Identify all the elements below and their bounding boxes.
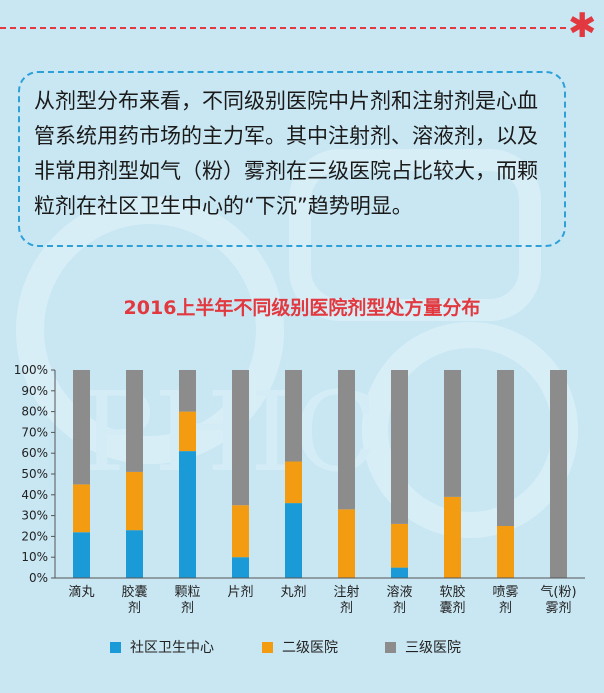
bar-segment — [232, 557, 249, 578]
y-tick-label: 10% — [21, 550, 48, 564]
legend-label-community: 社区卫生中心 — [130, 640, 214, 656]
bar-segment — [126, 471, 143, 531]
x-tick-label: 喷雾剂 — [492, 585, 518, 616]
x-tick-label-line: 注射 — [333, 584, 359, 600]
bar-segment — [338, 370, 355, 510]
x-tick-label-line: 滴丸 — [68, 584, 94, 600]
bar-segment — [126, 370, 143, 472]
x-tick-label: 气(粉)雾剂 — [540, 584, 576, 616]
y-tick-label: 90% — [21, 384, 48, 398]
x-tick-label: 胶囊剂 — [121, 584, 147, 616]
y-tick-label: 0% — [29, 571, 48, 585]
x-tick-label-line: 胶囊 — [121, 584, 147, 600]
legend-swatch-tertiary — [385, 641, 396, 653]
chart-legend: 社区卫生中心 二级医院 三级医院 — [0, 637, 604, 661]
bar-segment — [497, 526, 514, 578]
y-tick-label: 20% — [21, 529, 48, 543]
bar-segment — [497, 370, 514, 526]
bar-segment — [73, 484, 90, 533]
y-tick-label: 60% — [21, 446, 48, 460]
x-tick-label-line: 剂 — [499, 601, 512, 616]
x-tick-label: 软胶囊剂 — [439, 584, 465, 616]
bar-segment — [444, 370, 461, 497]
y-tick-label: 70% — [21, 425, 48, 439]
x-tick-label-line: 片剂 — [227, 585, 253, 600]
x-tick-label: 溶液剂 — [386, 585, 412, 616]
bar-segment — [285, 370, 302, 462]
y-tick-label: 50% — [21, 467, 48, 481]
x-tick-label-line: 剂 — [181, 601, 194, 616]
x-tick-label-line: 气(粉) — [540, 584, 576, 600]
summary-box: 从剂型分布来看，不同级别医院中片剂和注射剂是心血管系统用药市场的主力军。其中注射… — [18, 71, 566, 247]
top-dashed-divider — [0, 27, 566, 29]
x-tick-label-line: 丸剂 — [280, 585, 306, 600]
chart-title: 2016上半年不同级别医院剂型处方量分布 — [123, 297, 481, 319]
x-tick-label: 注射剂 — [333, 584, 359, 616]
x-tick-label-line: 颗粒 — [174, 585, 200, 600]
legend-label-secondary: 二级医院 — [282, 640, 338, 656]
x-tick-label-line: 剂 — [393, 601, 406, 616]
bar-segment — [550, 370, 567, 578]
x-tick-label-line: 溶液 — [386, 585, 412, 600]
x-tick-label-line: 囊剂 — [439, 600, 465, 616]
bar-segment — [285, 503, 302, 578]
bar-segment — [232, 505, 249, 558]
bar-segment — [391, 567, 408, 578]
y-tick-label: 30% — [21, 509, 48, 523]
bar-segment — [179, 451, 196, 578]
asterisk-icon: ✱ — [568, 6, 597, 46]
bar-segment — [391, 370, 408, 524]
x-tick-label-line: 剂 — [128, 601, 141, 616]
y-tick-label: 80% — [21, 405, 48, 419]
y-tick-label: 100% — [14, 363, 48, 377]
legend-label-tertiary: 三级医院 — [405, 640, 461, 656]
x-tick-label: 片剂 — [227, 585, 253, 600]
bar-segment — [73, 370, 90, 485]
y-tick-label: 40% — [21, 488, 48, 502]
x-tick-label-line: 雾剂 — [545, 601, 571, 616]
summary-paragraph: 从剂型分布来看，不同级别医院中片剂和注射剂是心血管系统用药市场的主力军。其中注射… — [34, 89, 538, 218]
legend-item-community: 社区卫生中心 — [110, 637, 214, 657]
bar-segment — [444, 496, 461, 578]
bar-segment — [232, 370, 249, 506]
x-tick-label: 颗粒剂 — [174, 585, 200, 616]
stacked-bar-chart: 0%10%20%30%40%50%60%70%80%90%100%滴丸 胶囊剂颗粒… — [14, 363, 585, 616]
legend-swatch-community — [110, 641, 121, 653]
bar-segment — [126, 530, 143, 578]
bar-segment — [179, 370, 196, 412]
x-tick-label: 丸剂 — [280, 585, 306, 600]
bar-segment — [179, 411, 196, 452]
x-tick-label-line: 剂 — [340, 601, 353, 616]
x-tick-label: 滴丸 — [68, 584, 94, 600]
bar-segment — [338, 509, 355, 578]
legend-item-secondary: 二级医院 — [262, 637, 338, 657]
x-tick-label-line: 软胶 — [439, 584, 465, 600]
bar-segment — [391, 523, 408, 568]
legend-swatch-secondary — [262, 641, 273, 653]
bar-segment — [73, 532, 90, 578]
legend-item-tertiary: 三级医院 — [385, 637, 461, 657]
bar-segment — [285, 461, 302, 504]
x-tick-label-line: 喷雾 — [492, 585, 518, 600]
